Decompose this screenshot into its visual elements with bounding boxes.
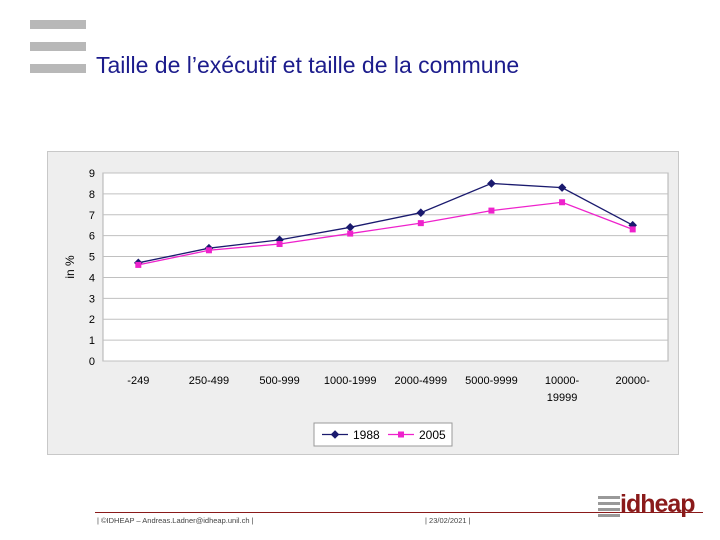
x-tick-label: 500-999	[259, 375, 299, 387]
y-tick-label: 3	[89, 293, 95, 305]
y-tick-label: 4	[89, 272, 95, 284]
idheap-logo-text: idheap	[620, 490, 696, 518]
x-tick-label-line: 500-999	[259, 375, 299, 387]
y-tick-label: 6	[89, 231, 95, 243]
x-tick-label-line: 250-499	[189, 375, 229, 387]
footer-divider	[95, 512, 703, 513]
y-axis-label: in %	[63, 255, 77, 279]
legend-marker-1988	[330, 430, 340, 439]
data-point-2005	[205, 247, 212, 254]
y-tick-label: 8	[89, 189, 95, 201]
series-line-2005	[138, 201, 633, 266]
y-tick-label: 1	[89, 335, 95, 347]
x-tick-label: -249	[127, 375, 149, 387]
line-chart: 0 1 2 3 4 5 6 7 8 9 in % -249 250-499 500-999 1000-199…	[63, 168, 669, 447]
x-tick-label: 20000-	[616, 375, 651, 387]
data-point-2005	[417, 220, 424, 227]
x-tick-label-line: 2000-4999	[395, 375, 448, 387]
legend-box	[313, 422, 453, 447]
chart-frame: 0 1 2 3 4 5 6 7 8 9 in % -249 250-499 500-999 1000-199…	[47, 151, 679, 455]
y-tick-label: 7	[89, 210, 95, 222]
data-point-2005	[347, 230, 354, 237]
data-point-2005	[276, 241, 283, 248]
plot-area	[102, 172, 669, 362]
x-tick-label: 5000-9999	[465, 375, 518, 387]
footer-date: | 23/02/2021 |	[425, 516, 471, 525]
data-point-1988	[557, 183, 567, 192]
data-point-1988	[487, 179, 496, 188]
legend-label-2005: 2005	[419, 428, 446, 442]
data-point-2005	[135, 261, 142, 268]
x-tick-label-line: -249	[127, 375, 149, 387]
y-tick-label: 0	[89, 356, 95, 368]
x-tick-label: 2000-4999	[395, 375, 448, 387]
x-tick-label: 250-499	[189, 375, 229, 387]
legend-label-1988: 1988	[353, 428, 380, 442]
data-point-2005	[488, 207, 495, 214]
data-point-2005	[629, 226, 636, 233]
slide-title: Taille de l’exécutif et taille de la com…	[96, 52, 520, 78]
x-tick-label: 10000- 19999	[545, 375, 580, 404]
data-point-2005	[559, 199, 566, 206]
x-tick-label-line: 10000-	[545, 375, 580, 387]
y-tick-label: 9	[89, 168, 95, 180]
legend-marker-2005	[398, 431, 404, 438]
series-line-1988	[138, 182, 633, 264]
idheap-logo: idheap	[598, 490, 696, 520]
x-tick-label-line: 19999	[547, 392, 578, 404]
data-point-1988	[416, 208, 426, 217]
y-tick-label: 2	[89, 314, 95, 326]
idheap-logo-bars	[598, 496, 620, 520]
y-tick-label: 5	[89, 252, 95, 264]
slide-logo-bars	[30, 20, 86, 86]
x-tick-label-line: 20000-	[616, 375, 651, 387]
x-tick-label-line: 1000-1999	[324, 375, 377, 387]
x-tick-label: 1000-1999	[324, 375, 377, 387]
x-tick-label-line: 5000-9999	[465, 375, 518, 387]
footer-credit: | ©IDHEAP – Andreas.Ladner@idheap.unil.c…	[97, 516, 254, 525]
